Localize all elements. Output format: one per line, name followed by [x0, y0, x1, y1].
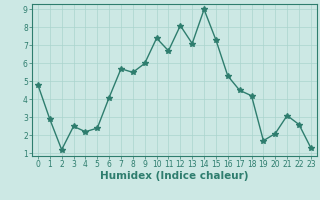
X-axis label: Humidex (Indice chaleur): Humidex (Indice chaleur)	[100, 171, 249, 181]
